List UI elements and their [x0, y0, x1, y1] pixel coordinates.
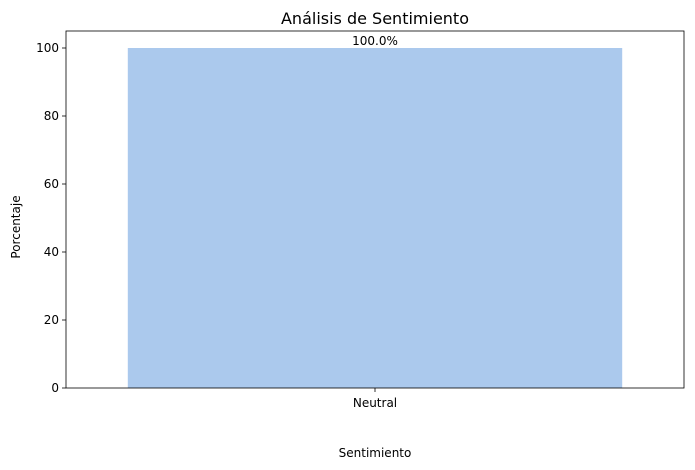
x-tick-label: Neutral — [353, 396, 397, 410]
x-axis-label: Sentimiento — [339, 446, 412, 460]
plot-area: 100.0% Neutral 0 20 40 60 80 100 — [36, 30, 685, 410]
y-tick-label: 60 — [44, 177, 59, 191]
chart-title: Análisis de Sentimiento — [281, 9, 469, 28]
y-tick-label: 0 — [51, 381, 59, 395]
y-axis-label: Porcentaje — [9, 195, 23, 258]
y-tick-label: 20 — [44, 313, 59, 327]
y-tick-label: 80 — [44, 109, 59, 123]
y-tick-label: 100 — [36, 41, 59, 55]
plot-frame — [65, 30, 685, 389]
bar-neutral — [127, 48, 623, 388]
y-tick-label: 40 — [44, 245, 59, 259]
data-label: 100.0% — [352, 34, 398, 48]
